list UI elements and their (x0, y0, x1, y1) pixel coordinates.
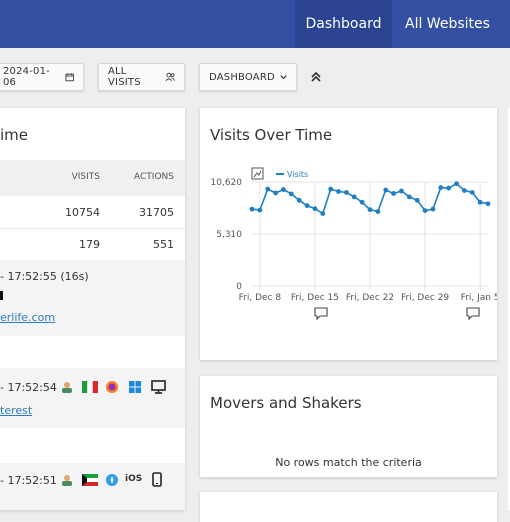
nav-all-websites[interactable]: All Websites (405, 16, 490, 32)
double-chevron-up-icon (311, 71, 321, 82)
column-header-actions[interactable]: ACTIONS (134, 172, 174, 182)
right-widget-edge (508, 108, 510, 510)
calendar-icon (65, 73, 74, 82)
data-point[interactable] (288, 191, 294, 197)
segment-icon (165, 72, 175, 82)
data-point[interactable] (399, 188, 404, 194)
x-tick-label: Fri, Dec 8 (239, 293, 282, 303)
x-tick-label: Fri, Jan 5 (461, 293, 497, 303)
row-visits: 10754 (65, 206, 100, 219)
row-actions: 31705 (139, 206, 174, 219)
annotation-icon[interactable] (314, 307, 328, 321)
visits-log-widget: ime VISITS ACTIONS 10754 31705 179 551 -… (0, 108, 185, 510)
visitor-profile-icon[interactable] (60, 473, 74, 487)
referrer-link[interactable]: terest (0, 404, 33, 417)
windows-icon (129, 381, 141, 393)
data-point[interactable] (257, 207, 263, 213)
data-point[interactable] (477, 199, 483, 205)
y-tick-label: 0 (236, 282, 242, 292)
data-point[interactable] (320, 211, 326, 216)
widget-title: Visits Over Time (210, 126, 333, 144)
row-visits: 179 (79, 238, 100, 251)
smartphone-icon (152, 472, 162, 487)
spacer (0, 428, 185, 463)
visitor-entry[interactable]: - 17:52:54 terest (0, 368, 185, 428)
x-tick-label: Fri, Dec 29 (401, 293, 449, 303)
data-point[interactable] (296, 197, 302, 203)
data-point[interactable] (422, 208, 428, 213)
visits-over-time-widget: Visits Over Time 0 5,310 10,620 Fri, Dec 8… (200, 108, 497, 360)
desktop-icon (151, 380, 166, 394)
italy-flag-icon (82, 381, 98, 393)
referrer-link[interactable]: erlife.com (0, 311, 56, 324)
top-bar (0, 0, 510, 48)
data-point[interactable] (454, 181, 459, 187)
row-actions: 551 (153, 238, 174, 251)
data-point[interactable] (367, 207, 373, 213)
movers-and-shakers-widget: Movers and Shakers No rows match the cri… (200, 376, 497, 477)
data-point[interactable] (265, 186, 271, 192)
visit-time: - 17:52:51 (0, 474, 57, 487)
visits-chart: 0 5,310 10,620 Fri, Dec 8 Fri, Dec 15 Fri, D… (211, 167, 497, 321)
next-widget (200, 492, 497, 522)
kuwait-flag-icon (82, 474, 98, 486)
collapse-toggle[interactable] (306, 67, 326, 87)
data-point[interactable] (351, 194, 357, 200)
firefox-icon (106, 381, 118, 393)
date-selector[interactable]: 2024-01-06 (0, 63, 84, 91)
safari-icon (106, 474, 118, 486)
x-tick-label: Fri, Dec 15 (291, 293, 339, 303)
segment-selector[interactable]: ALL VISITS (98, 63, 185, 91)
export-image-glyph (253, 170, 262, 178)
referrer-marker-icon (0, 291, 3, 300)
data-point[interactable] (383, 187, 389, 193)
x-tick-label: Fri, Dec 22 (346, 293, 394, 303)
table-row[interactable]: 179 551 (0, 229, 185, 261)
dashboard-select-label: DASHBOARD (209, 71, 275, 83)
data-point[interactable] (446, 185, 452, 191)
data-point[interactable] (430, 206, 436, 212)
visit-time: - 17:52:54 (0, 381, 57, 394)
dashboard-selector[interactable]: DASHBOARD (199, 63, 297, 91)
data-point[interactable] (312, 206, 318, 212)
table-header: VISITS ACTIONS (0, 160, 185, 196)
data-point[interactable] (281, 187, 286, 192)
empty-state-text: No rows match the criteria (275, 456, 422, 469)
data-point[interactable] (469, 190, 475, 195)
data-point[interactable] (336, 189, 341, 194)
legend-label-visits[interactable]: Visits (287, 170, 308, 179)
visit-time: - 17:52:55 (16s) (0, 270, 89, 283)
visitor-entry[interactable]: - 17:52:51 iOS (0, 463, 185, 510)
visitor-entry[interactable]: - 17:52:55 (16s) erlife.com (0, 260, 185, 336)
data-point[interactable] (249, 206, 255, 212)
data-point[interactable] (344, 190, 349, 195)
annotation-icon[interactable] (466, 307, 480, 321)
ios-icon: iOS (125, 474, 143, 484)
data-point[interactable] (273, 190, 278, 196)
y-tick-label: 10,620 (211, 178, 243, 188)
column-header-visits[interactable]: VISITS (71, 172, 100, 182)
data-point[interactable] (391, 191, 396, 196)
y-tick-label: 5,310 (216, 230, 242, 240)
data-point[interactable] (406, 194, 412, 200)
visitor-profile-icon[interactable] (60, 380, 74, 394)
table-row[interactable]: 10754 31705 (0, 197, 185, 229)
data-point[interactable] (438, 185, 444, 190)
data-point[interactable] (462, 188, 467, 193)
chevron-down-icon (280, 75, 287, 80)
data-point[interactable] (359, 199, 365, 205)
spacer (0, 336, 185, 368)
date-label: 2024-01-06 (3, 66, 50, 88)
data-point[interactable] (485, 201, 491, 207)
data-point[interactable] (414, 197, 420, 203)
segment-label: ALL VISITS (108, 66, 141, 88)
widget-title: Movers and Shakers (210, 394, 362, 412)
widget-title: ime (0, 126, 29, 144)
nav-dashboard[interactable]: Dashboard (295, 0, 392, 48)
chart-legend: Visits (251, 167, 308, 180)
data-point[interactable] (328, 186, 334, 192)
data-point[interactable] (304, 203, 310, 209)
data-point[interactable] (375, 209, 381, 214)
